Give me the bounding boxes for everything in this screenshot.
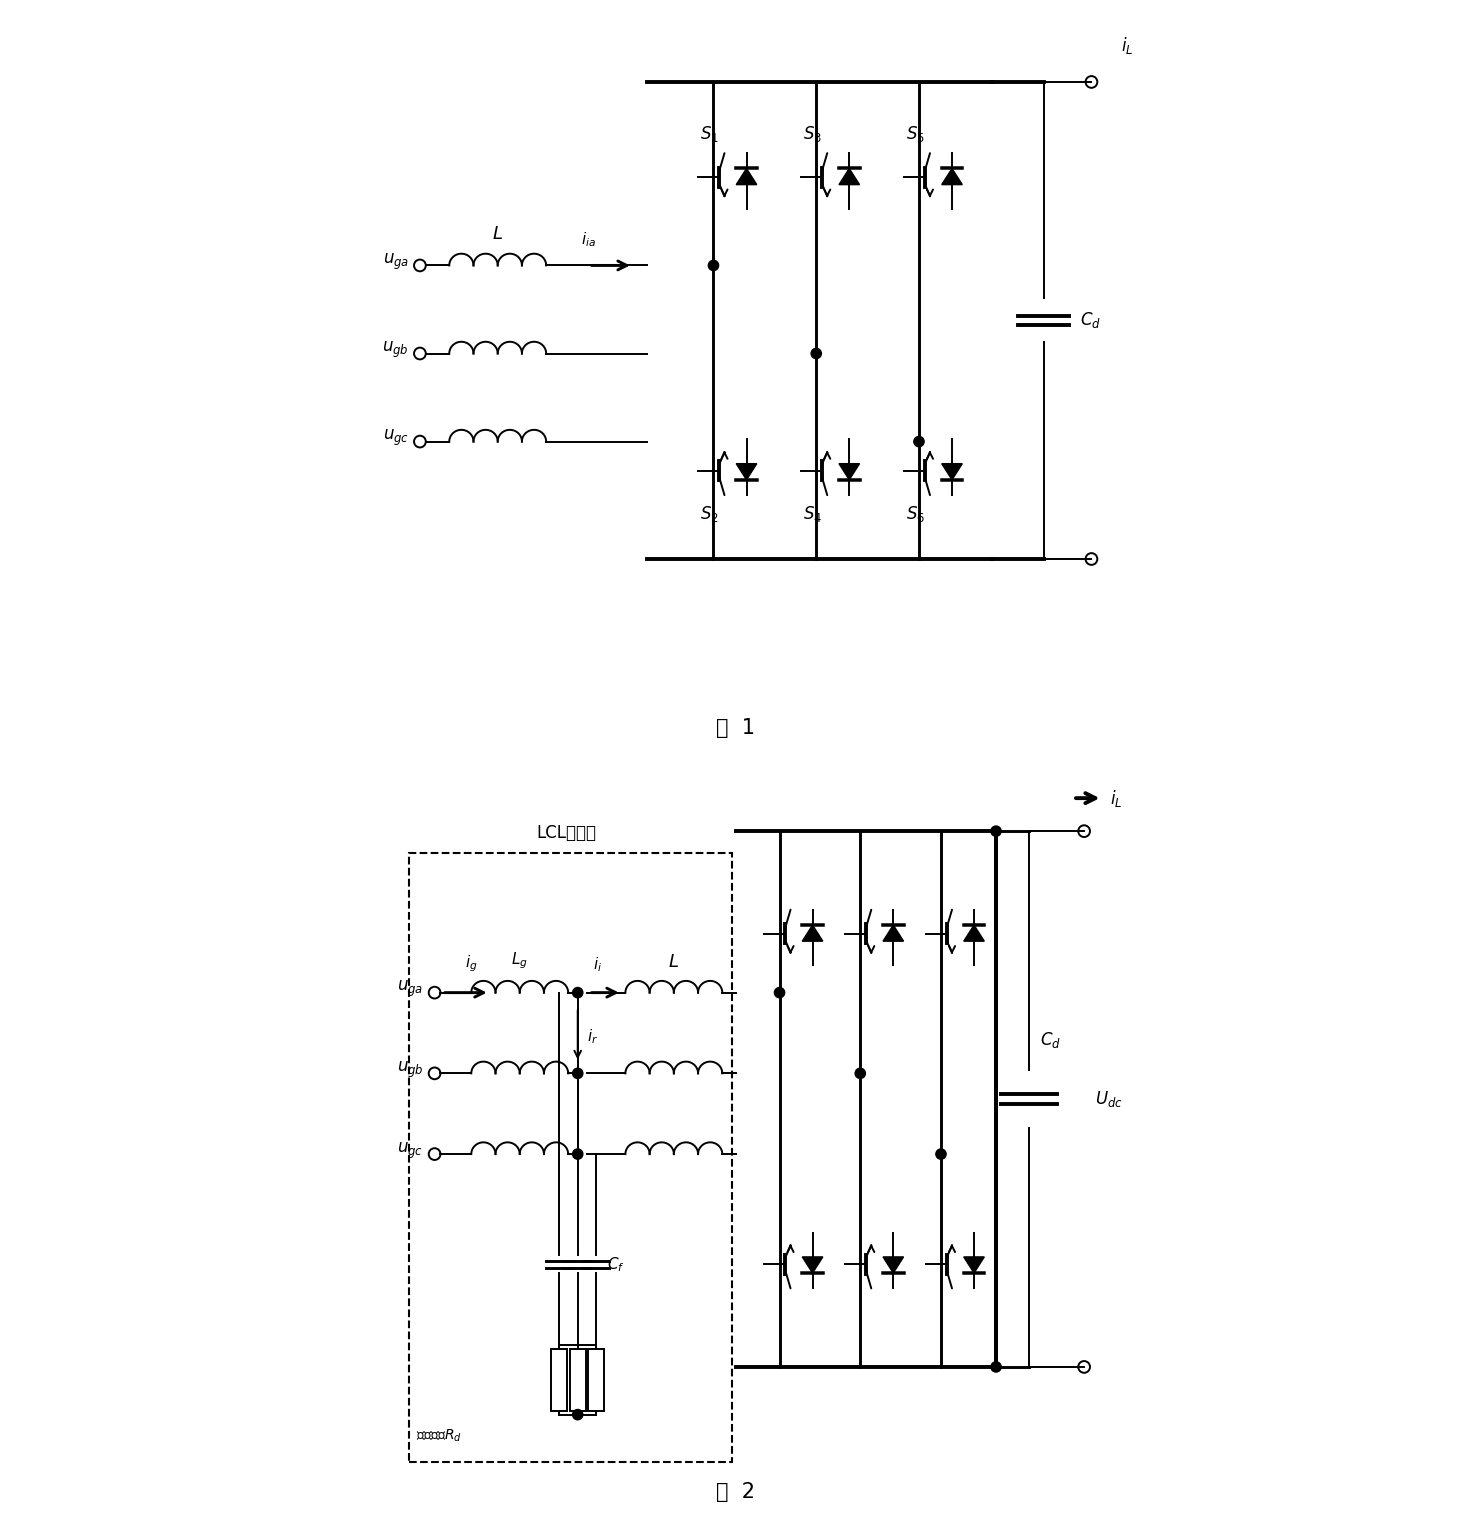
Polygon shape: [964, 1257, 984, 1274]
Text: $u_{gc}$: $u_{gc}$: [382, 428, 409, 448]
Text: $u_{gc}$: $u_{gc}$: [397, 1141, 424, 1161]
Polygon shape: [802, 1257, 822, 1274]
Text: $u_{gb}$: $u_{gb}$: [382, 339, 409, 359]
Text: 图  1: 图 1: [716, 717, 755, 739]
Text: $i_r$: $i_r$: [587, 1027, 597, 1046]
Circle shape: [709, 260, 719, 271]
Polygon shape: [838, 463, 859, 480]
Circle shape: [572, 988, 583, 998]
Text: $i_L$: $i_L$: [1121, 35, 1133, 55]
Text: $u_{ga}$: $u_{ga}$: [397, 979, 424, 998]
Text: $S_4$: $S_4$: [803, 505, 822, 524]
Polygon shape: [941, 168, 962, 185]
Circle shape: [572, 1069, 583, 1078]
Text: $i_L$: $i_L$: [1109, 787, 1122, 809]
Text: 图  2: 图 2: [716, 1482, 755, 1501]
Bar: [569, 1349, 585, 1411]
Text: $U_{dc}$: $U_{dc}$: [1094, 1089, 1122, 1109]
Text: $S_5$: $S_5$: [906, 124, 925, 144]
Text: $C_d$: $C_d$: [1040, 1031, 1061, 1050]
Text: $i_i$: $i_i$: [593, 956, 602, 974]
Text: $i_{ia}$: $i_{ia}$: [581, 231, 596, 249]
Circle shape: [572, 1148, 583, 1159]
Polygon shape: [736, 168, 756, 185]
Text: $S_1$: $S_1$: [700, 124, 719, 144]
Text: $C_f$: $C_f$: [608, 1255, 625, 1274]
Circle shape: [991, 1362, 1002, 1372]
Text: $L_g$: $L_g$: [510, 950, 528, 971]
Text: $u_{ga}$: $u_{ga}$: [382, 252, 409, 272]
Text: LCL滤波器: LCL滤波器: [537, 824, 597, 842]
Circle shape: [991, 826, 1002, 836]
Text: $u_{gb}$: $u_{gb}$: [397, 1060, 424, 1079]
Polygon shape: [941, 463, 962, 480]
Polygon shape: [838, 168, 859, 185]
Text: $S_6$: $S_6$: [906, 505, 925, 524]
Polygon shape: [883, 925, 903, 942]
Polygon shape: [736, 463, 756, 480]
Text: $S_3$: $S_3$: [803, 124, 822, 144]
Bar: [552, 1349, 568, 1411]
Circle shape: [774, 988, 784, 998]
Circle shape: [572, 1410, 583, 1420]
Circle shape: [913, 436, 924, 446]
Text: $L$: $L$: [493, 225, 503, 243]
Text: $L$: $L$: [668, 953, 678, 971]
Text: $S_2$: $S_2$: [700, 505, 719, 524]
Polygon shape: [883, 1257, 903, 1274]
Polygon shape: [802, 925, 822, 942]
Circle shape: [811, 349, 821, 359]
Text: $C_d$: $C_d$: [1080, 310, 1102, 330]
Circle shape: [855, 1069, 865, 1078]
Polygon shape: [964, 925, 984, 942]
Bar: [588, 1349, 605, 1411]
Text: $i_g$: $i_g$: [465, 954, 478, 974]
Circle shape: [936, 1148, 946, 1159]
Text: 阻尼电阱$R_d$: 阻尼电阱$R_d$: [416, 1428, 462, 1443]
